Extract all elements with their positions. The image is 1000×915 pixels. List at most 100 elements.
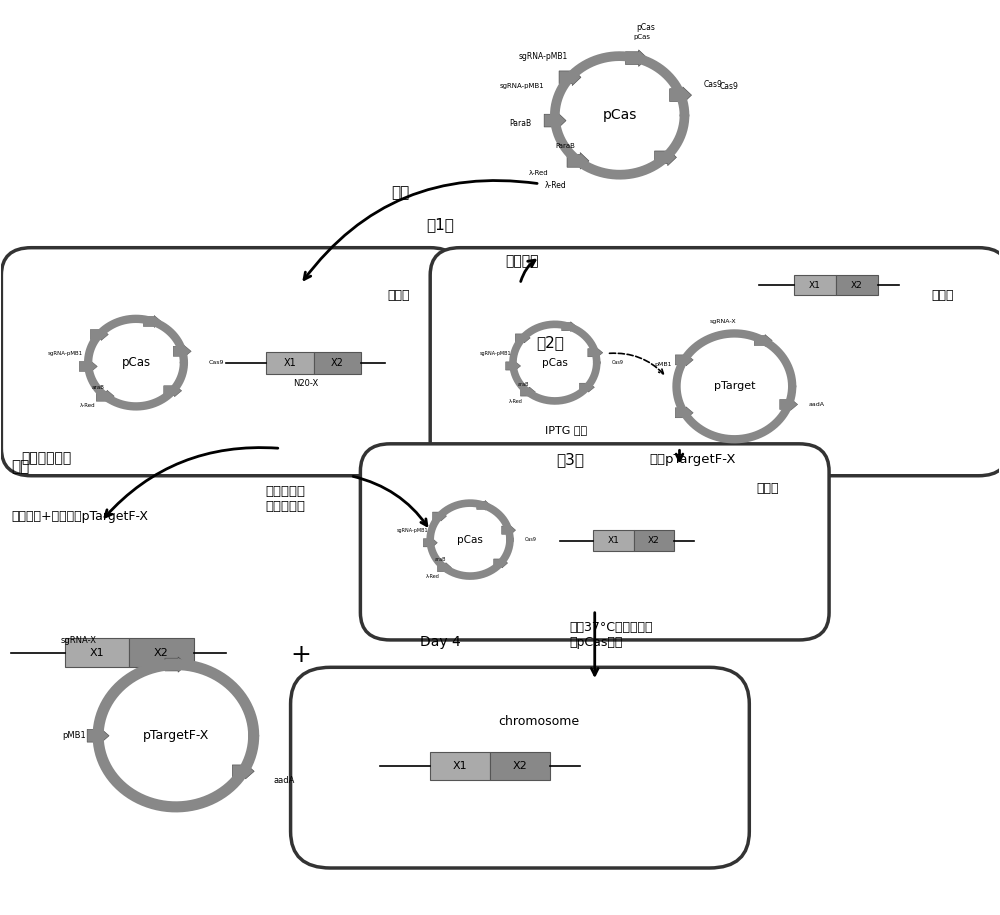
FancyArrow shape: [90, 328, 108, 340]
Text: 去除pTargetF-X: 去除pTargetF-X: [650, 453, 736, 466]
Text: 新的基因簇
的连续敲除: 新的基因簇 的连续敲除: [266, 485, 306, 512]
FancyBboxPatch shape: [794, 275, 836, 296]
Text: ParaB: ParaB: [509, 119, 531, 128]
FancyArrow shape: [437, 563, 451, 573]
FancyArrow shape: [675, 354, 693, 366]
FancyArrow shape: [588, 348, 603, 358]
FancyArrow shape: [780, 398, 798, 411]
Text: λ-Red: λ-Red: [509, 399, 523, 404]
FancyArrow shape: [754, 335, 772, 347]
FancyBboxPatch shape: [360, 444, 829, 640]
Text: aadA: aadA: [809, 402, 825, 407]
Text: Day 4: Day 4: [420, 635, 461, 649]
FancyArrow shape: [494, 558, 508, 568]
FancyBboxPatch shape: [65, 638, 129, 667]
Text: sgRNA-pMB1: sgRNA-pMB1: [397, 528, 428, 533]
FancyArrow shape: [87, 728, 109, 743]
Text: 第2天: 第2天: [536, 335, 564, 350]
FancyArrow shape: [520, 387, 535, 397]
Text: X1: X1: [809, 281, 821, 289]
Text: pCas: pCas: [542, 358, 568, 368]
Text: pCas: pCas: [636, 23, 655, 32]
Text: sgRNA-X: sgRNA-X: [709, 319, 736, 324]
Text: 第3天: 第3天: [556, 452, 584, 467]
Text: sgRNA-pMB1: sgRNA-pMB1: [48, 351, 83, 356]
FancyBboxPatch shape: [266, 351, 314, 373]
Text: 第1天: 第1天: [426, 218, 454, 232]
FancyArrow shape: [96, 390, 114, 403]
Text: ParaB: ParaB: [555, 144, 575, 149]
FancyArrow shape: [559, 69, 581, 86]
Text: X1: X1: [608, 536, 620, 545]
Text: λ-Red: λ-Red: [528, 170, 548, 176]
Text: chromosome: chromosome: [498, 715, 579, 727]
Text: X1: X1: [90, 648, 104, 658]
Text: 阿拉伯糖诱导: 阿拉伯糖诱导: [21, 451, 72, 465]
Text: Cas9: Cas9: [525, 537, 537, 542]
Text: 基因组: 基因组: [931, 289, 954, 302]
FancyArrow shape: [164, 384, 182, 397]
FancyArrow shape: [423, 538, 437, 548]
FancyArrow shape: [579, 382, 594, 393]
Text: X2: X2: [331, 358, 344, 368]
FancyBboxPatch shape: [593, 531, 634, 551]
Text: Cas9: Cas9: [704, 80, 723, 89]
FancyArrow shape: [173, 345, 191, 358]
Text: aadA: aadA: [274, 776, 295, 785]
FancyArrow shape: [675, 407, 693, 419]
Text: pMB1: pMB1: [62, 731, 86, 740]
Text: X1: X1: [453, 761, 467, 770]
Text: pCas: pCas: [121, 356, 151, 369]
FancyArrow shape: [477, 501, 491, 511]
Text: Cas9: Cas9: [209, 361, 224, 365]
Text: 基因组: 基因组: [388, 289, 410, 302]
Text: 通过37°C过夜培养去
除pCas质粒: 通过37°C过夜培养去 除pCas质粒: [570, 621, 653, 650]
Text: 电转: 电转: [11, 459, 30, 474]
FancyArrow shape: [670, 87, 692, 103]
FancyBboxPatch shape: [314, 351, 361, 373]
Text: X2: X2: [648, 536, 660, 545]
Text: sgRNA-pMB1: sgRNA-pMB1: [519, 52, 568, 61]
Text: sgRNA-pMB1: sgRNA-pMB1: [479, 351, 511, 356]
Text: 敲除片段+敲除质粒pTargetF-X: 敲除片段+敲除质粒pTargetF-X: [11, 511, 148, 523]
Text: pMB1: pMB1: [654, 362, 672, 367]
Text: X2: X2: [851, 281, 863, 289]
FancyBboxPatch shape: [490, 752, 550, 780]
FancyArrow shape: [655, 149, 676, 166]
Text: pCas: pCas: [457, 534, 483, 544]
FancyArrow shape: [232, 764, 254, 779]
Text: Cas9: Cas9: [612, 361, 624, 365]
Text: N20-X: N20-X: [293, 379, 318, 388]
Text: pCas: pCas: [633, 34, 650, 40]
FancyArrow shape: [562, 322, 577, 331]
FancyBboxPatch shape: [430, 248, 1000, 476]
Text: X2: X2: [513, 761, 527, 770]
FancyArrow shape: [502, 525, 516, 535]
Text: X2: X2: [154, 648, 169, 658]
FancyArrow shape: [544, 113, 566, 129]
FancyArrow shape: [515, 333, 530, 343]
Text: pCas: pCas: [602, 108, 637, 123]
FancyArrow shape: [79, 361, 97, 372]
FancyBboxPatch shape: [836, 275, 878, 296]
FancyArrow shape: [433, 511, 447, 521]
FancyBboxPatch shape: [1, 248, 460, 476]
Text: pTarget: pTarget: [714, 382, 755, 392]
FancyArrow shape: [625, 49, 647, 67]
FancyBboxPatch shape: [291, 667, 749, 868]
FancyBboxPatch shape: [634, 531, 674, 551]
Text: sgRNA-pMB1: sgRNA-pMB1: [500, 83, 545, 90]
FancyBboxPatch shape: [430, 752, 490, 780]
Text: pTargetF-X: pTargetF-X: [143, 729, 209, 742]
Text: araB: araB: [435, 557, 446, 563]
FancyArrow shape: [567, 153, 589, 169]
Text: λ-Red: λ-Red: [80, 404, 95, 408]
Text: IPTG 诱导: IPTG 诱导: [545, 425, 587, 435]
FancyArrow shape: [165, 657, 187, 673]
Text: 基因组: 基因组: [757, 482, 779, 495]
Text: 电转: 电转: [391, 186, 409, 200]
Text: sgRNA-X: sgRNA-X: [61, 636, 97, 644]
FancyArrow shape: [506, 361, 521, 371]
Text: X1: X1: [283, 358, 296, 368]
FancyBboxPatch shape: [129, 638, 194, 667]
